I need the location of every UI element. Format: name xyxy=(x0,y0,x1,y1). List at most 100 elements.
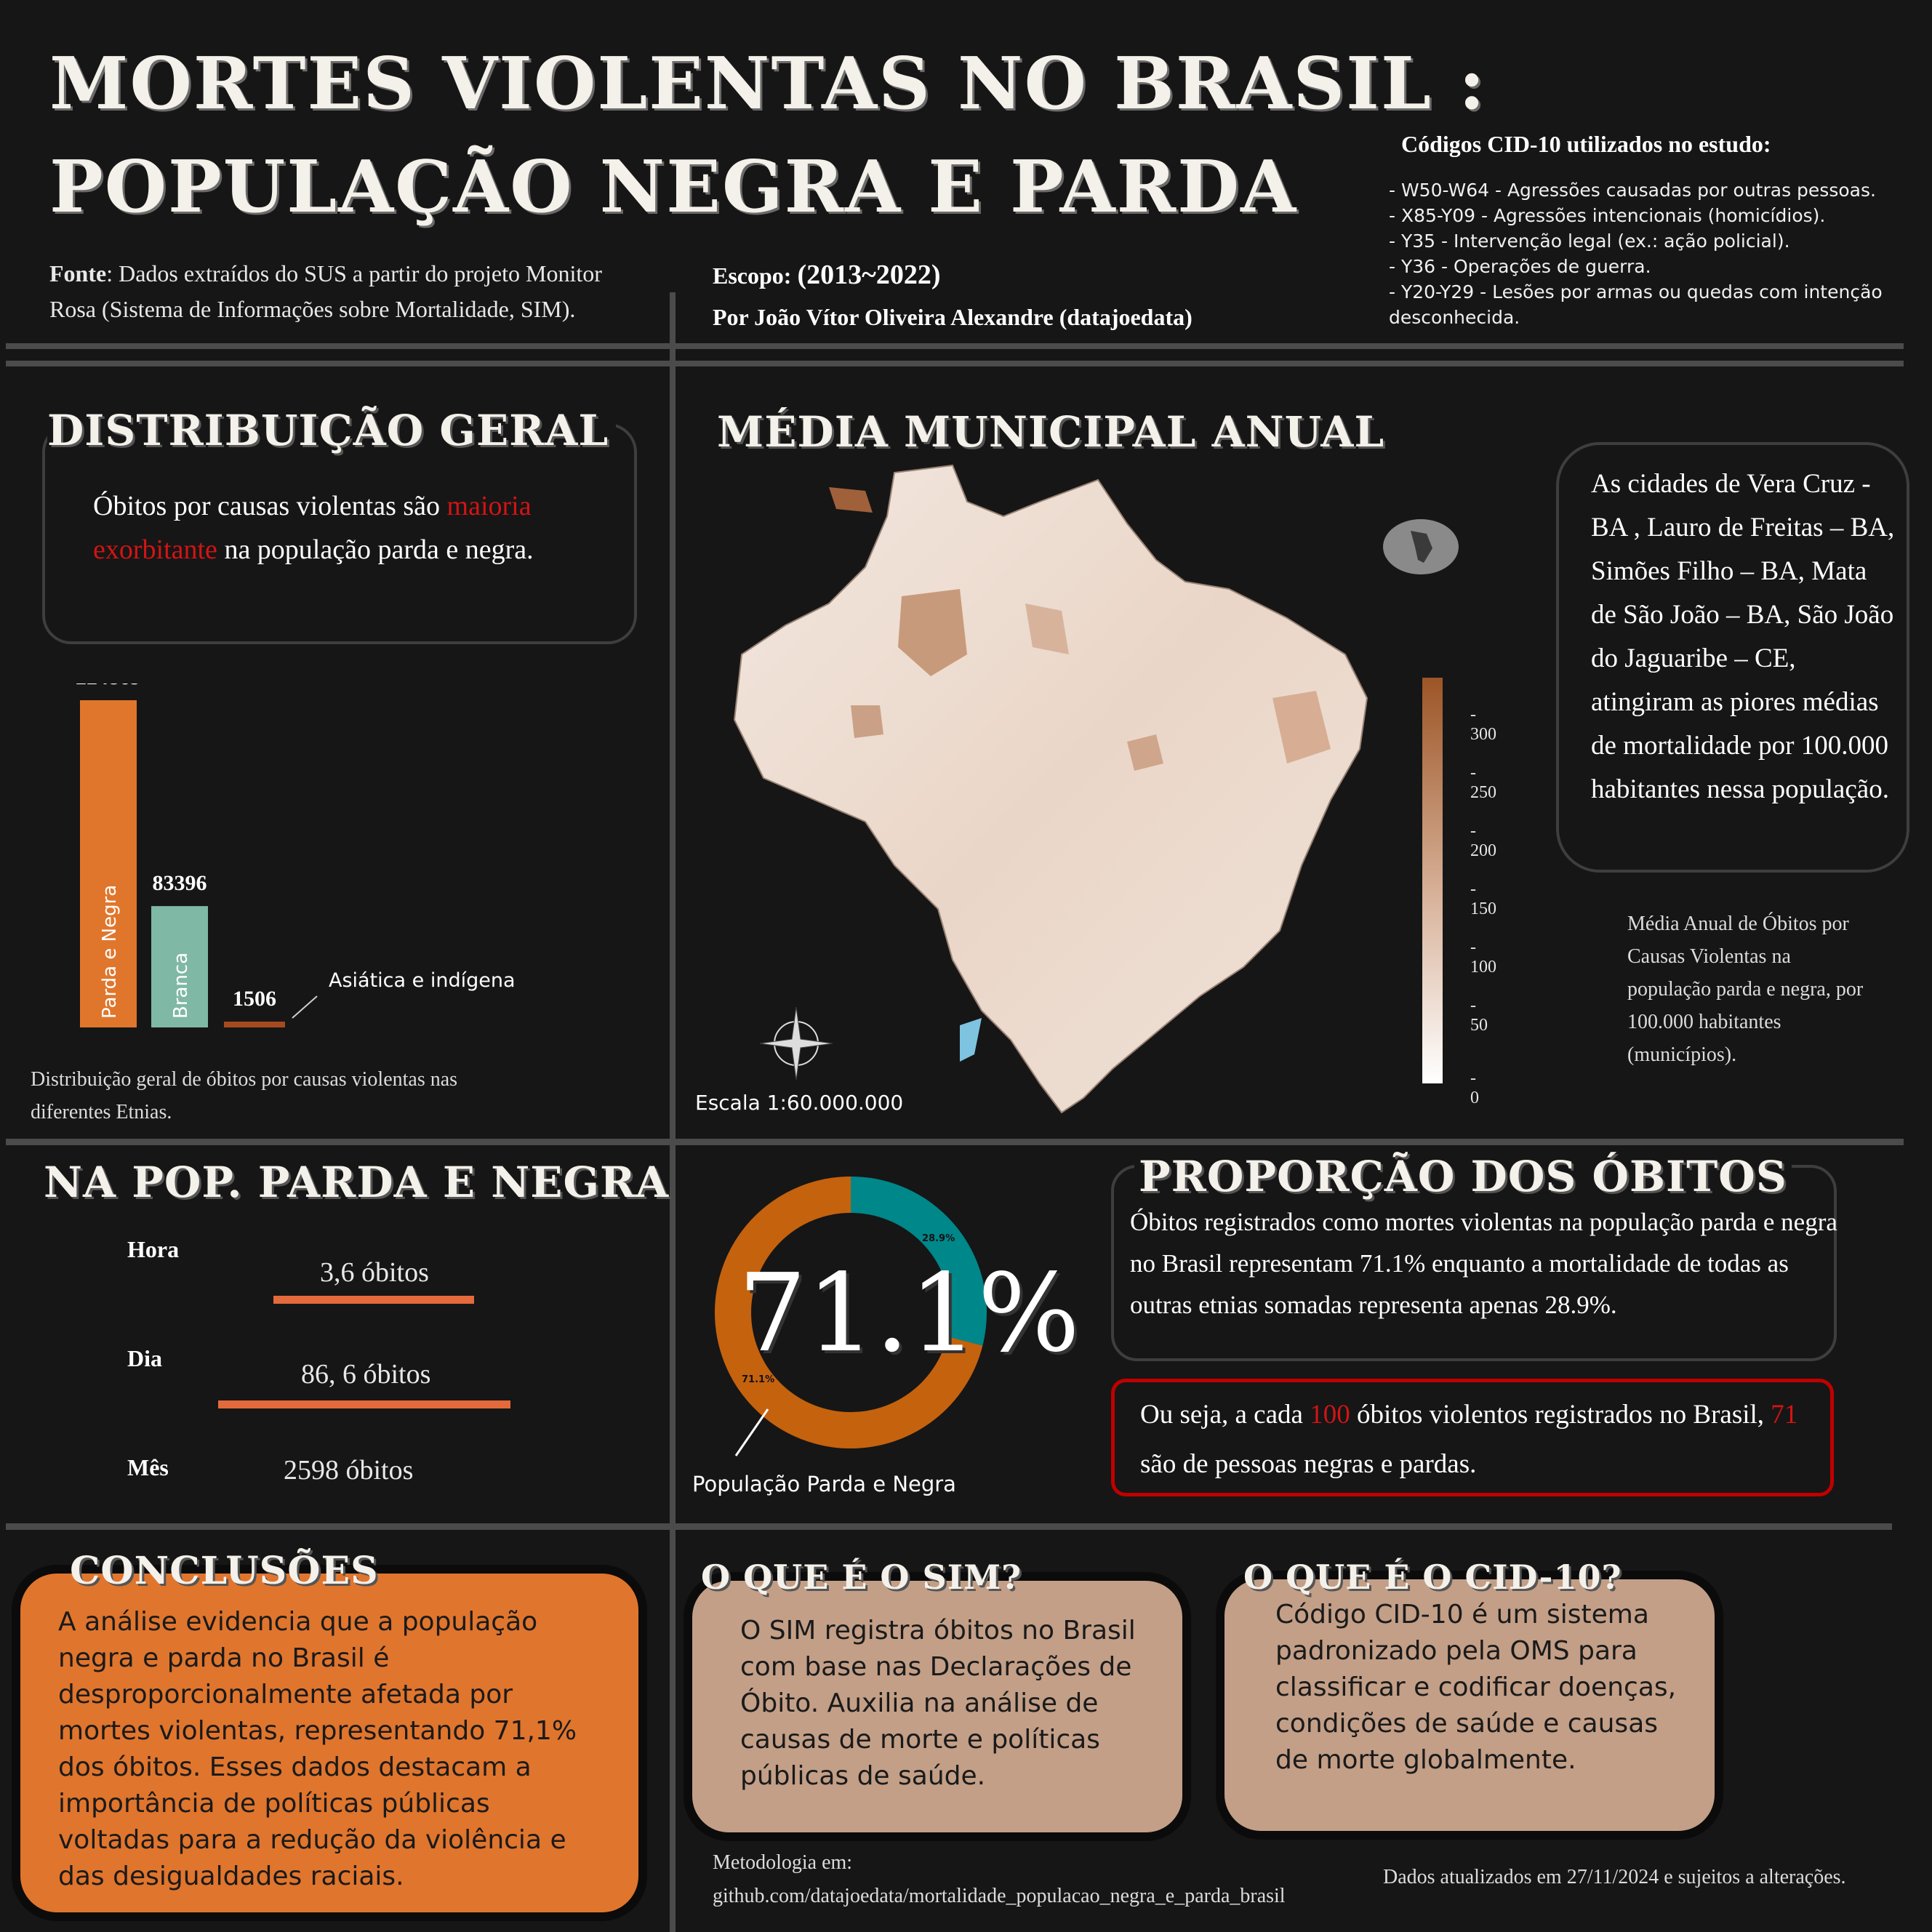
sim-card xyxy=(692,1581,1182,1832)
proportion-text: Óbitos registrados como mortes violentas… xyxy=(1130,1208,1837,1319)
distribution-text-after: na população parda e negra. xyxy=(217,534,534,565)
cid-code-item: - W50-W64 - Agressões causadas por outra… xyxy=(1389,180,1876,201)
compass-rose-icon xyxy=(760,1007,833,1080)
map-region-darker xyxy=(1025,604,1069,654)
highlight-box xyxy=(1111,1379,1834,1496)
methodology-link[interactable]: github.com/datajoedata/mortalidade_popul… xyxy=(713,1885,1286,1907)
legend-tick: - 200 xyxy=(1470,822,1496,860)
bar-parda-e-negra xyxy=(80,700,137,1027)
cid-code-item: - Y35 - Intervenção legal (ex.: ação pol… xyxy=(1389,231,1790,252)
highlight-part: Ou seja, a cada xyxy=(1140,1400,1310,1430)
source-note: Fonte: Dados extraídos do SUS a partir d… xyxy=(49,256,653,327)
cid-code-item: - X85-Y09 - Agressões intencionais (homi… xyxy=(1389,205,1826,226)
updated-note: Dados atualizados em 27/11/2024 e sujeit… xyxy=(1383,1866,1846,1888)
map-legend-caption: Média Anual de Óbitos por Causas Violent… xyxy=(1627,913,1864,1066)
source-label: Fonte xyxy=(49,260,107,286)
map-region-lake xyxy=(960,1018,982,1062)
sim-text: O SIM registra óbitos no Brasil com base… xyxy=(740,1616,1136,1791)
globe-icon xyxy=(1383,519,1459,574)
divider-bottom xyxy=(6,1523,1892,1530)
brazil-shape xyxy=(733,464,1368,1114)
scope: Escopo: (2013~2022) xyxy=(713,259,941,291)
map-title: MÉDIA MUNICIPAL ANUAL xyxy=(717,407,1385,457)
donut-chart xyxy=(715,1177,987,1448)
legend-tick: - 300 xyxy=(1470,705,1496,744)
proportion-title: PROPORÇÃO DOS ÓBITOS xyxy=(1134,1152,1792,1201)
bar-chart-svg: 224869 Parda e Negra 83396 Branca 1506 xyxy=(76,665,318,1027)
map-legend-colorbar xyxy=(1422,678,1443,1083)
cid-codes-list: - W50-W64 - Agressões causadas por outra… xyxy=(1389,177,1898,330)
source-text: : Dados extraídos do SUS a partir do pro… xyxy=(49,260,602,322)
bar-asiática-e-indígena xyxy=(224,1022,285,1027)
divider-top-1 xyxy=(6,343,1904,349)
bar-category-label: Branca xyxy=(170,953,192,1019)
donut-caption: População Parda e Negra xyxy=(692,1472,956,1496)
author: Por João Vítor Oliveira Alexandre (dataj… xyxy=(713,304,1193,330)
map-region-dark xyxy=(829,487,873,513)
donut-big-value: 71.1% xyxy=(738,1251,1081,1376)
distribution-text: Óbitos por causas violentas são maioria … xyxy=(93,484,602,572)
cid-code-item: - Y20-Y29 - Lesões por armas ou quedas c… xyxy=(1389,281,1883,328)
cid-card xyxy=(1224,1579,1715,1831)
highlight-part: óbitos violentos registrados no Brasil, xyxy=(1350,1400,1771,1430)
rates-title: NA POP. PARDA E NEGRA xyxy=(44,1158,670,1207)
cid-code-item: - Y36 - Operações de guerra. xyxy=(1389,256,1651,277)
conclusions-card xyxy=(20,1574,638,1912)
distribution-bar-chart: 224869 Parda e Negra 83396 Branca 1506 xyxy=(0,665,669,1047)
main-title-line2: POPULAÇÃO NEGRA E PARDA xyxy=(49,145,1298,229)
divider-top-2 xyxy=(6,361,1904,366)
month-label: Mês xyxy=(127,1454,169,1480)
conclusions-text: A análise evidencia que a população negr… xyxy=(58,1607,577,1891)
legend-tick: - 0 xyxy=(1470,1069,1479,1107)
distribution-caption: Distribuição geral de óbitos por causas … xyxy=(31,1068,458,1123)
hour-value: 3,6 óbitos xyxy=(320,1257,429,1288)
legend-tick: - 100 xyxy=(1470,938,1496,977)
day-label: Dia xyxy=(127,1345,162,1371)
map-region-darker xyxy=(898,589,967,676)
distribution-highlight: maioria exorbitante xyxy=(93,491,532,565)
bar-label-asian-indigenous: Asiática e indígena xyxy=(329,969,516,992)
map-scale: Escala 1:60.000.000 xyxy=(695,1091,904,1115)
bar-leader-line xyxy=(292,995,318,1019)
donut-label-major: 71.1% xyxy=(742,1374,775,1385)
brazil-map xyxy=(733,464,1368,1114)
day-value: 86, 6 óbitos xyxy=(301,1359,431,1390)
cid-text: Código CID-10 é um sistema padronizado p… xyxy=(1275,1600,1677,1775)
month-value: 2598 óbitos xyxy=(284,1455,414,1486)
highlight-text: Ou seja, a cada 100 óbitos violentos reg… xyxy=(1140,1390,1831,1489)
legend-tick: - 250 xyxy=(1470,763,1496,802)
map-region-darker xyxy=(851,705,883,738)
scope-label: Escopo: xyxy=(713,262,792,289)
highlight-number: 100 xyxy=(1310,1400,1350,1430)
distribution-text-before: Óbitos por causas violentas são xyxy=(93,491,447,521)
legend-tick: - 150 xyxy=(1470,880,1496,918)
hour-bar xyxy=(273,1296,474,1304)
conclusions-title: CONCLUSÕES xyxy=(70,1549,379,1593)
bar-value-label: 224869 xyxy=(76,684,141,689)
bar-value-label: 83396 xyxy=(153,871,207,895)
hour-label: Hora xyxy=(127,1236,180,1262)
map-region-darker xyxy=(1272,691,1331,763)
scope-value: (2013~2022) xyxy=(797,260,941,290)
cid-title: O QUE É O CID-10? xyxy=(1243,1558,1622,1597)
highlight-part: são de pessoas negras e pardas. xyxy=(1140,1449,1477,1479)
bar-value-label: 1506 xyxy=(233,987,276,1011)
main-title-line1: MORTES VIOLENTAS NO BRASIL : xyxy=(49,42,1487,126)
cities-text: As cidades de Vera Cruz - BA , Lauro de … xyxy=(1591,469,1895,804)
legend-tick: - 50 xyxy=(1470,996,1488,1035)
cities-box xyxy=(1556,442,1909,873)
methodology-label: Metodologia em: xyxy=(713,1851,853,1874)
donut-leader-line xyxy=(734,1408,769,1456)
donut-slice-parda-negra xyxy=(715,1177,987,1448)
day-bar xyxy=(218,1400,510,1408)
cid-codes-title: Códigos CID-10 utilizados no estudo: xyxy=(1401,131,1771,157)
map-region-darker xyxy=(1127,734,1163,771)
divider-middle xyxy=(6,1139,1904,1145)
divider-vertical xyxy=(670,292,676,1932)
donut-label-minor: 28.9% xyxy=(922,1233,955,1244)
sim-title: O QUE É O SIM? xyxy=(701,1558,1022,1597)
bar-category-label: Parda e Negra xyxy=(99,885,121,1019)
highlight-number: 71 xyxy=(1771,1400,1798,1430)
bar-branca xyxy=(151,906,208,1027)
distribution-title: DISTRIBUIÇÃO GERAL xyxy=(47,406,617,455)
